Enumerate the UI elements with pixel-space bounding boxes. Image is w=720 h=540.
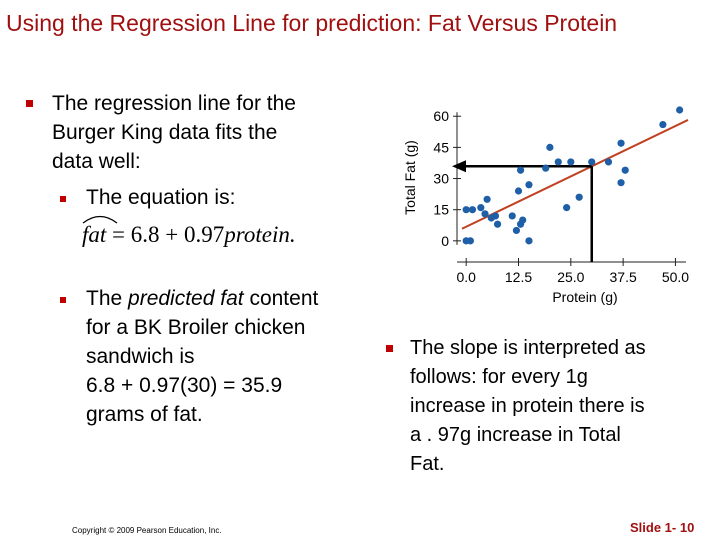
data-point <box>477 204 485 212</box>
data-point <box>621 166 629 174</box>
data-point <box>567 158 575 166</box>
data-point <box>508 212 516 220</box>
y-tick-label: 30 <box>433 171 449 187</box>
data-point <box>468 206 477 214</box>
regression-line <box>461 119 689 230</box>
line-text: content <box>243 287 319 310</box>
y-tick-label: 0 <box>441 233 449 249</box>
bullet1-line: data well: <box>52 150 141 173</box>
data-point <box>481 210 489 218</box>
data-point <box>542 164 550 172</box>
sub-bullet-text: The equation is: <box>86 186 236 209</box>
x-tick-label: 25.0 <box>557 269 584 285</box>
slide-title: Using the Regression Line for prediction… <box>6 10 618 36</box>
y-tick-label: 45 <box>433 139 449 155</box>
equation-plus: + <box>165 222 179 247</box>
y-tick-label: 60 <box>433 108 449 124</box>
bullet2-text: The predicted fat content for a BK Broil… <box>86 284 318 429</box>
data-point <box>525 181 533 189</box>
equation-slope: 0.97 <box>184 222 225 247</box>
sub-bullet-marker <box>60 196 66 202</box>
data-point <box>519 216 527 224</box>
data-point <box>512 226 521 235</box>
line-text: The <box>86 287 129 310</box>
data-point <box>676 106 684 114</box>
slope-interpretation: The slope is interpreted as follows: for… <box>410 334 646 479</box>
bullet1-line: The regression line for the <box>52 92 296 115</box>
data-point <box>483 195 491 203</box>
equation-variable: protein. <box>224 222 296 247</box>
data-point <box>491 212 500 220</box>
data-point <box>466 237 474 245</box>
data-point <box>659 120 667 129</box>
data-point <box>462 206 470 214</box>
hat-accent <box>82 215 118 224</box>
sub-bullet-marker <box>60 297 66 303</box>
data-point <box>563 204 571 212</box>
data-point <box>516 166 525 174</box>
bullet1-text: The regression line for the Burger King … <box>52 89 296 176</box>
interp-line: The slope is interpreted as <box>410 337 646 359</box>
x-tick-label: 50.0 <box>662 269 689 285</box>
x-tick-label: 12.5 <box>505 269 532 285</box>
x-tick-label: 0.0 <box>456 269 476 285</box>
data-point <box>604 158 613 166</box>
prediction-arrowhead <box>452 160 466 173</box>
line-emphasis: predicted fat <box>128 287 244 310</box>
regression-equation: fat = 6.8 + 0.97protein. <box>82 222 296 248</box>
data-point <box>493 220 502 228</box>
copyright-text: Copyright © 2009 Pearson Education, Inc. <box>72 526 222 535</box>
bullet2-line: 6.8 + 0.97(30) = 35.9 <box>86 374 283 397</box>
data-point <box>617 139 625 147</box>
data-point <box>575 193 583 201</box>
y-axis-label: Total Fat (g) <box>402 140 418 215</box>
slide-number: Slide 1- 10 <box>630 520 695 535</box>
bullet-marker <box>386 345 393 352</box>
bullet2-line: The predicted fat content <box>86 284 318 313</box>
bullet-marker <box>26 100 33 107</box>
data-point <box>525 237 533 245</box>
bullet2-line: grams of fat. <box>86 403 203 426</box>
data-point <box>554 158 562 166</box>
equation-intercept: 6.8 <box>130 222 160 247</box>
interp-line: increase in protein there is <box>410 395 645 417</box>
interp-line: Fat. <box>410 453 445 475</box>
data-point <box>617 179 625 187</box>
equation-lhs: fat <box>82 222 107 247</box>
data-point <box>546 143 554 151</box>
x-axis-label: Protein (g) <box>552 289 617 305</box>
interp-line: a . 97g increase in Total <box>410 424 621 446</box>
bullet1-line: Burger King data fits the <box>52 121 278 144</box>
y-tick-label: 15 <box>433 202 449 218</box>
equation-eq: = <box>112 222 126 247</box>
data-point <box>588 158 596 166</box>
x-tick-label: 37.5 <box>610 269 637 285</box>
bullet2-line: sandwich is <box>86 345 195 368</box>
interp-line: follows: for every 1g <box>410 366 588 388</box>
bullet2-line: for a BK Broiler chicken <box>86 316 306 339</box>
data-point <box>514 187 523 195</box>
